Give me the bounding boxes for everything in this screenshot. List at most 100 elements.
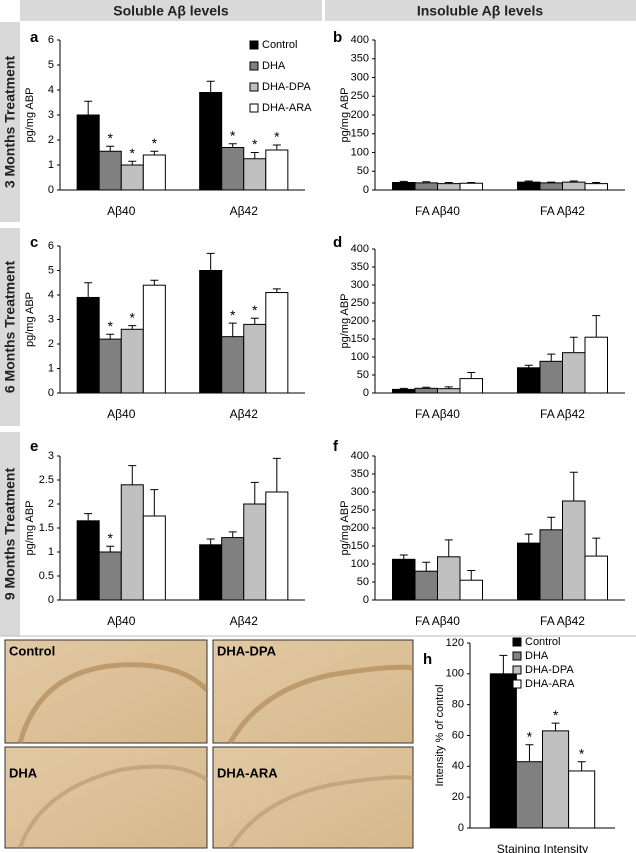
bar [459, 182, 483, 191]
y-tick-label: 350 [351, 261, 369, 273]
bar [489, 673, 517, 829]
bar [98, 338, 122, 394]
y-tick-label: 2 [48, 134, 54, 146]
bar [142, 515, 166, 601]
y-tick-label: 20 [452, 791, 464, 803]
column-header: Soluble Aβ levels [113, 3, 229, 19]
error-bar [272, 144, 281, 150]
bar [243, 323, 267, 394]
x-tick-label: Aβ42 [230, 614, 259, 628]
bar [539, 182, 563, 191]
bar [539, 360, 563, 394]
bar [199, 92, 223, 191]
bar [517, 367, 541, 394]
error-bar [524, 364, 533, 368]
error-bar [399, 554, 408, 560]
bar [142, 284, 166, 394]
y-tick-label: 200 [351, 315, 369, 327]
panel-label: d [333, 234, 342, 251]
error-bar [206, 80, 215, 93]
bar [568, 770, 596, 829]
y-tick-label: 150 [351, 333, 369, 345]
y-tick-label: 2.5 [39, 474, 54, 486]
error-bar [206, 252, 215, 271]
x-tick-label: FA Aβ42 [540, 204, 585, 218]
error-bar [569, 471, 578, 501]
micrograph [4, 639, 414, 850]
significance-marker: * [130, 145, 136, 161]
error-bar [547, 181, 556, 183]
error-bar [524, 180, 533, 183]
bar [221, 147, 245, 191]
error-bar [422, 386, 431, 389]
significance-marker: * [230, 127, 236, 143]
panel-label: c [30, 234, 38, 251]
bar [517, 181, 541, 191]
bar [120, 484, 144, 601]
x-tick-label: Aβ42 [230, 204, 259, 218]
error-bar [547, 516, 556, 530]
image-label: DHA [9, 765, 38, 780]
y-tick-label: 0 [48, 184, 54, 196]
error-bar [399, 387, 408, 390]
error-bar [577, 761, 586, 771]
legend-swatch [512, 651, 522, 661]
y-tick-label: 4 [48, 84, 54, 96]
x-tick-label: FA Aβ40 [415, 407, 460, 421]
error-bar [106, 333, 115, 340]
significance-marker: * [230, 307, 236, 323]
x-tick-label: FA Aβ40 [415, 614, 460, 628]
significance-marker: * [107, 130, 113, 146]
error-bar [422, 561, 431, 572]
y-tick-label: 300 [351, 71, 369, 83]
y-tick-label: 120 [446, 637, 464, 649]
image-label: Control [9, 643, 55, 658]
legend-swatch [249, 40, 259, 50]
error-bar [444, 539, 453, 557]
error-bar [422, 181, 431, 183]
error-bar [592, 537, 601, 557]
x-tick-label: Aβ40 [107, 204, 136, 218]
error-bar [150, 489, 159, 516]
y-tick-label: 1 [48, 159, 54, 171]
y-axis-title: pg/mg ABP [339, 500, 351, 555]
y-tick-label: 2 [48, 498, 54, 510]
bar [243, 503, 267, 601]
y-tick-label: 3 [48, 313, 54, 325]
error-bar [250, 481, 259, 504]
y-tick-label: 0 [458, 822, 464, 834]
y-tick-label: 150 [351, 540, 369, 552]
y-tick-label: 3 [48, 450, 54, 462]
y-axis-title: pg/mg ABP [24, 87, 36, 142]
bar [265, 149, 289, 191]
y-tick-label: 0 [363, 594, 369, 606]
error-bar [128, 325, 137, 330]
legend-swatch [249, 103, 259, 113]
significance-marker: * [107, 318, 113, 334]
bar [265, 491, 289, 601]
legend-swatch [512, 679, 522, 689]
y-tick-label: 100 [351, 558, 369, 570]
bar [562, 181, 586, 191]
x-tick-label: FA Aβ42 [540, 407, 585, 421]
error-bar [467, 182, 476, 184]
row-band [0, 432, 20, 636]
bar [76, 520, 100, 601]
y-tick-label: 100 [351, 351, 369, 363]
y-tick-label: 350 [351, 468, 369, 480]
bar [562, 500, 586, 601]
x-tick-label: Aβ40 [107, 407, 136, 421]
bar [517, 542, 541, 601]
error-bar [592, 182, 601, 184]
error-bar [250, 152, 259, 159]
bar [437, 388, 461, 394]
bar [221, 336, 245, 394]
legend-label: DHA-ARA [525, 678, 575, 690]
x-tick-label: FA Aβ40 [415, 204, 460, 218]
y-tick-label: 1 [48, 546, 54, 558]
y-tick-label: 400 [351, 450, 369, 462]
y-tick-label: 50 [357, 576, 369, 588]
y-tick-label: 150 [351, 128, 369, 140]
error-bar [525, 744, 534, 762]
error-bar [272, 288, 281, 293]
